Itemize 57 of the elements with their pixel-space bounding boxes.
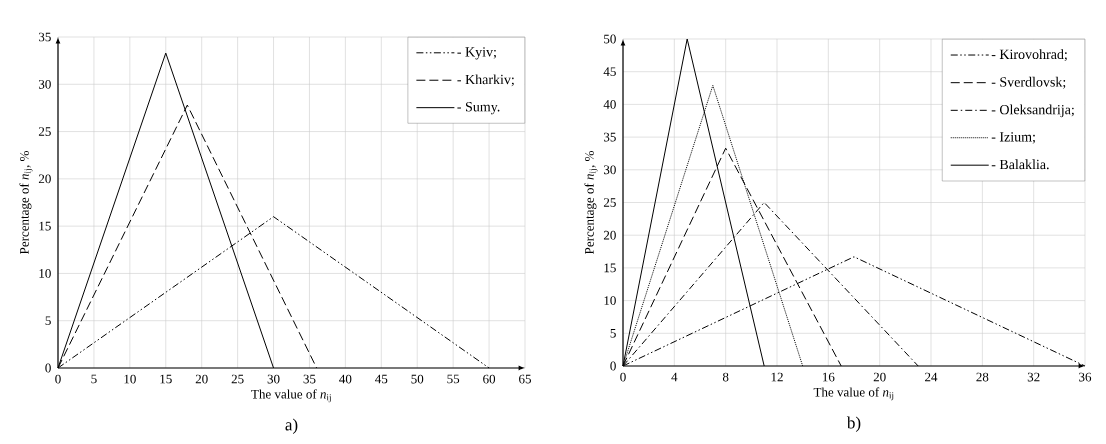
text: a) <box>285 418 298 434</box>
y-axis-title: Percentage of n$_{ij}$, % <box>584 151 598 254</box>
x-tick-label: 15 <box>160 374 172 384</box>
x-tick-label: 40 <box>339 374 352 384</box>
y-tick-label: 10 <box>39 269 51 278</box>
y-tick-label: 15 <box>604 263 616 273</box>
x-tick-label: 60 <box>483 374 496 384</box>
x-tick-label: 12 <box>771 372 783 382</box>
legend-label: - Balaklia. <box>991 159 1049 170</box>
x-tick-label: 20 <box>873 372 886 382</box>
x-tick-label: 20 <box>195 374 208 384</box>
x-tick-label: 65 <box>519 374 531 384</box>
x-tick-label: 30 <box>267 374 280 384</box>
y-tick-label: 20 <box>603 230 616 240</box>
legend-label: - Kyiv; <box>457 47 496 60</box>
x-tick-label: 10 <box>124 374 136 384</box>
legend-label: - Kirovohrad; <box>991 49 1067 62</box>
y-tick-label: 45 <box>603 67 616 77</box>
x-tick-label: 16 <box>822 372 835 382</box>
x-tick-label: 45 <box>375 374 388 384</box>
y-tick-label: 20 <box>38 174 51 184</box>
x-tick-label: 55 <box>447 374 460 384</box>
y-tick-label: 35 <box>38 32 51 42</box>
legend-label: - Sverdlovsk; <box>991 76 1066 89</box>
y-tick-label: 0 <box>610 361 616 371</box>
x-tick-label: 5 <box>91 374 97 384</box>
y-tick-label: 30 <box>603 165 616 175</box>
legend-label: - Kharkiv; <box>457 74 514 87</box>
x-tick-label: 24 <box>925 372 938 382</box>
x-tick-label: 32 <box>1027 372 1040 382</box>
x-tick-label: 4 <box>671 372 678 382</box>
x-axis-title: The value of n$_{ij}$ <box>813 387 894 401</box>
y-tick-label: 40 <box>603 100 616 109</box>
y-tick-label: 5 <box>45 316 51 326</box>
x-tick-label: 36 <box>1079 372 1092 382</box>
x-tick-label: 50 <box>411 374 424 384</box>
legend-label: - Sumy. <box>457 102 500 115</box>
text: b) <box>846 416 861 432</box>
x-axis-title: The value of n$_{ij}$ <box>251 389 331 403</box>
y-tick-label: 5 <box>610 328 616 338</box>
legend-label: - Oleksandrija; <box>991 104 1074 118</box>
legend-label: - Izium; <box>991 132 1035 144</box>
y-tick-label: 25 <box>38 127 51 136</box>
y-tick-label: 10 <box>604 296 616 305</box>
x-tick-label: 35 <box>303 374 316 384</box>
x-tick-label: 25 <box>231 374 244 384</box>
y-tick-label: 25 <box>603 198 616 207</box>
x-tick-label: 0 <box>55 374 61 384</box>
y-tick-label: 50 <box>604 34 616 44</box>
y-tick-label: 15 <box>39 221 51 231</box>
y-tick-label: 35 <box>603 132 616 142</box>
y-axis-title: Percentage of n$_{ij}$, % <box>19 151 33 254</box>
x-tick-label: 0 <box>620 372 626 382</box>
x-tick-label: 8 <box>722 372 729 382</box>
x-tick-label: 28 <box>976 372 989 382</box>
y-tick-label: 0 <box>45 363 51 373</box>
y-tick-label: 30 <box>38 79 51 89</box>
